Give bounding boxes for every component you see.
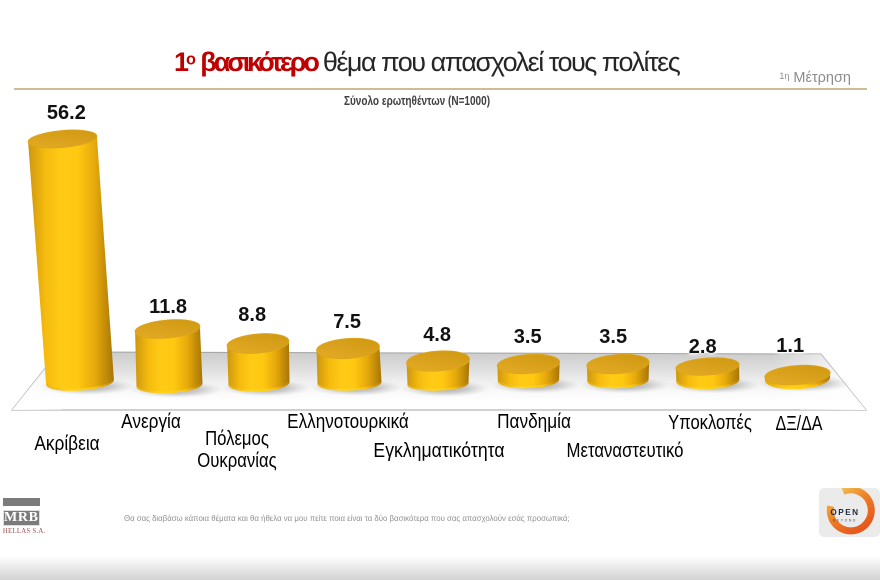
- svg-text:OPEN: OPEN: [830, 508, 859, 517]
- svg-text:BEYOND: BEYOND: [833, 519, 857, 523]
